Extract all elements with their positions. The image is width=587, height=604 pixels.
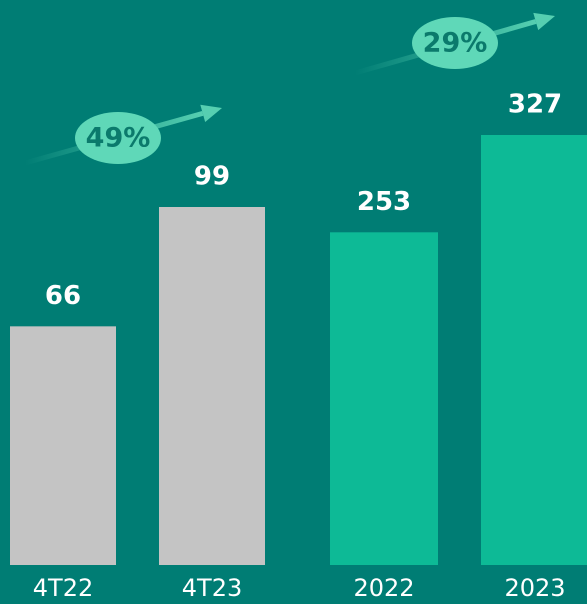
bar: [10, 326, 116, 565]
category-label: 2022: [353, 574, 414, 602]
bar: [159, 207, 265, 565]
value-label: 66: [45, 281, 81, 311]
growth-badge: [75, 112, 161, 164]
arrow-head: [533, 12, 555, 31]
category-label: 2023: [504, 574, 565, 602]
value-label: 327: [508, 90, 562, 120]
value-label: 99: [194, 162, 230, 192]
category-label: 4T22: [33, 574, 93, 602]
growth-badge: [412, 17, 498, 69]
growth-label: 49%: [86, 123, 151, 154]
bar: [481, 135, 587, 565]
growth-label: 29%: [423, 28, 488, 59]
value-label: 253: [357, 187, 411, 217]
bar: [330, 232, 438, 565]
arrow-head: [200, 104, 222, 123]
category-label: 4T23: [182, 574, 242, 602]
